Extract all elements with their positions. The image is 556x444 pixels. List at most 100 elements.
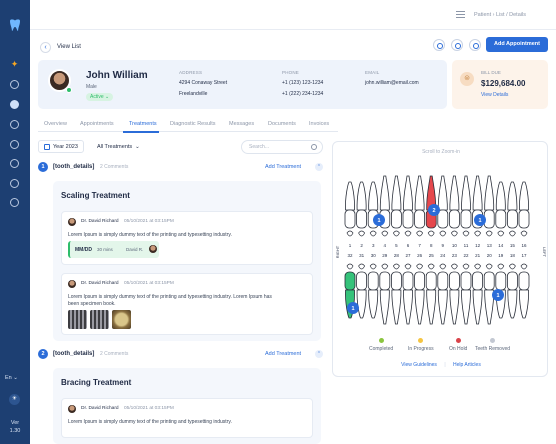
upper-occlusal[interactable]: [358, 230, 366, 237]
lower-root[interactable]: [461, 289, 471, 325]
upper-root[interactable]: [345, 181, 355, 211]
lower-root[interactable]: [519, 289, 529, 319]
tab-treatments[interactable]: Treatments: [129, 121, 157, 127]
tooth-logo-icon[interactable]: [8, 18, 22, 32]
lower-root[interactable]: [403, 289, 413, 325]
upper-occlusal[interactable]: [439, 230, 447, 237]
tab-diagnostic-results[interactable]: Diagnostic Results: [170, 121, 216, 127]
teeth-photo-thumbnail[interactable]: [112, 310, 131, 329]
lower-occlusal[interactable]: [439, 263, 447, 270]
lower-crown[interactable]: [367, 271, 379, 291]
back-button[interactable]: ‹: [40, 41, 51, 53]
add-treatment-link[interactable]: Add Treatment: [265, 351, 302, 357]
upper-root[interactable]: [472, 175, 483, 211]
lower-occlusal[interactable]: [474, 263, 482, 270]
lower-crown[interactable]: [379, 271, 391, 291]
upper-crown[interactable]: [495, 209, 507, 229]
lower-crown[interactable]: [391, 271, 402, 291]
upper-occlusal[interactable]: [497, 230, 505, 237]
upper-crown[interactable]: [402, 209, 414, 229]
add-appointment-button[interactable]: Add Appointment: [486, 37, 548, 52]
view-details-link[interactable]: View Details: [481, 92, 509, 98]
action-more-icon[interactable]: [469, 39, 481, 51]
upper-occlusal[interactable]: [381, 230, 389, 237]
nav-billing-icon[interactable]: [10, 179, 19, 188]
action-share-icon[interactable]: [451, 39, 463, 51]
nav-home-icon[interactable]: [10, 80, 19, 89]
lower-occlusal[interactable]: [404, 263, 412, 270]
lower-crown[interactable]: [414, 271, 425, 291]
nav-messages-icon[interactable]: [10, 140, 19, 149]
tab-invoices[interactable]: Invoices: [309, 121, 330, 127]
upper-crown[interactable]: [449, 209, 460, 229]
lower-occlusal[interactable]: [416, 263, 424, 270]
upper-occlusal[interactable]: [485, 230, 493, 237]
upper-crown[interactable]: [437, 209, 449, 229]
lower-root[interactable]: [507, 289, 518, 319]
lower-crown[interactable]: [437, 271, 449, 291]
lower-crown[interactable]: [518, 271, 530, 291]
upper-root[interactable]: [356, 181, 367, 211]
lower-root[interactable]: [449, 289, 460, 325]
tab-documents[interactable]: Documents: [268, 121, 296, 127]
tab-overview[interactable]: Overview: [44, 121, 67, 127]
action-print-icon[interactable]: [433, 39, 445, 51]
upper-root[interactable]: [495, 181, 506, 211]
theme-toggle-icon[interactable]: ☀: [9, 394, 20, 405]
upper-crown[interactable]: [344, 209, 356, 229]
nav-patients-icon[interactable]: [10, 100, 19, 109]
upper-occlusal[interactable]: [404, 230, 412, 237]
tooth-marker[interactable]: [373, 214, 385, 226]
upper-occlusal[interactable]: [346, 230, 354, 237]
upper-occlusal[interactable]: [462, 230, 470, 237]
upper-root[interactable]: [507, 181, 518, 211]
upper-root[interactable]: [403, 175, 413, 211]
treatments-dropdown[interactable]: All Treatments ⌄: [97, 140, 140, 153]
xray-thumbnail[interactable]: [90, 310, 109, 329]
lower-occlusal[interactable]: [508, 263, 516, 270]
upper-crown[interactable]: [460, 209, 472, 229]
lower-occlusal[interactable]: [497, 263, 505, 270]
view-list-link[interactable]: View List: [57, 44, 81, 50]
lower-occlusal[interactable]: [346, 263, 354, 270]
menu-icon[interactable]: [456, 11, 465, 18]
upper-crown[interactable]: [356, 209, 368, 229]
status-badge[interactable]: Active ⌄: [86, 93, 114, 101]
lower-crown[interactable]: [425, 271, 437, 291]
lower-occlusal[interactable]: [369, 263, 377, 270]
upper-root[interactable]: [449, 175, 460, 211]
upper-root[interactable]: [414, 175, 425, 211]
upper-root[interactable]: [391, 175, 402, 211]
lower-crown[interactable]: [402, 271, 414, 291]
lower-occlusal[interactable]: [520, 263, 528, 270]
lower-occlusal[interactable]: [450, 263, 458, 270]
help-articles-link[interactable]: Help Articles: [453, 362, 481, 368]
lower-crown[interactable]: [495, 271, 507, 291]
tab-appointments[interactable]: Appointments: [80, 121, 114, 127]
upper-occlusal[interactable]: [392, 230, 400, 237]
nav-documents-icon[interactable]: [10, 159, 19, 168]
appointment-tag[interactable]: MM/DD 30 mins David R.: [68, 241, 159, 258]
upper-crown[interactable]: [506, 209, 518, 229]
upper-root[interactable]: [368, 181, 379, 211]
language-select[interactable]: En ⌄: [5, 375, 18, 381]
lower-root[interactable]: [437, 289, 448, 325]
collapse-chevron-icon[interactable]: ⌃: [315, 350, 323, 358]
upper-crown[interactable]: [414, 209, 425, 229]
upper-crown[interactable]: [518, 209, 530, 229]
lower-root[interactable]: [356, 289, 367, 319]
lower-crown[interactable]: [449, 271, 460, 291]
lower-crown[interactable]: [460, 271, 472, 291]
upper-occlusal[interactable]: [369, 230, 377, 237]
lower-occlusal[interactable]: [462, 263, 470, 270]
upper-root[interactable]: [519, 181, 529, 211]
lower-occlusal[interactable]: [381, 263, 389, 270]
tooth-marker[interactable]: [474, 214, 486, 226]
upper-occlusal[interactable]: [520, 230, 528, 237]
collapse-chevron-icon[interactable]: ⌃: [315, 163, 323, 171]
lower-crown[interactable]: [506, 271, 518, 291]
add-treatment-link[interactable]: Add Treatment: [265, 164, 302, 170]
upper-occlusal[interactable]: [508, 230, 516, 237]
view-guidelines-link[interactable]: View Guidelines: [401, 362, 437, 368]
lower-occlusal[interactable]: [358, 263, 366, 270]
